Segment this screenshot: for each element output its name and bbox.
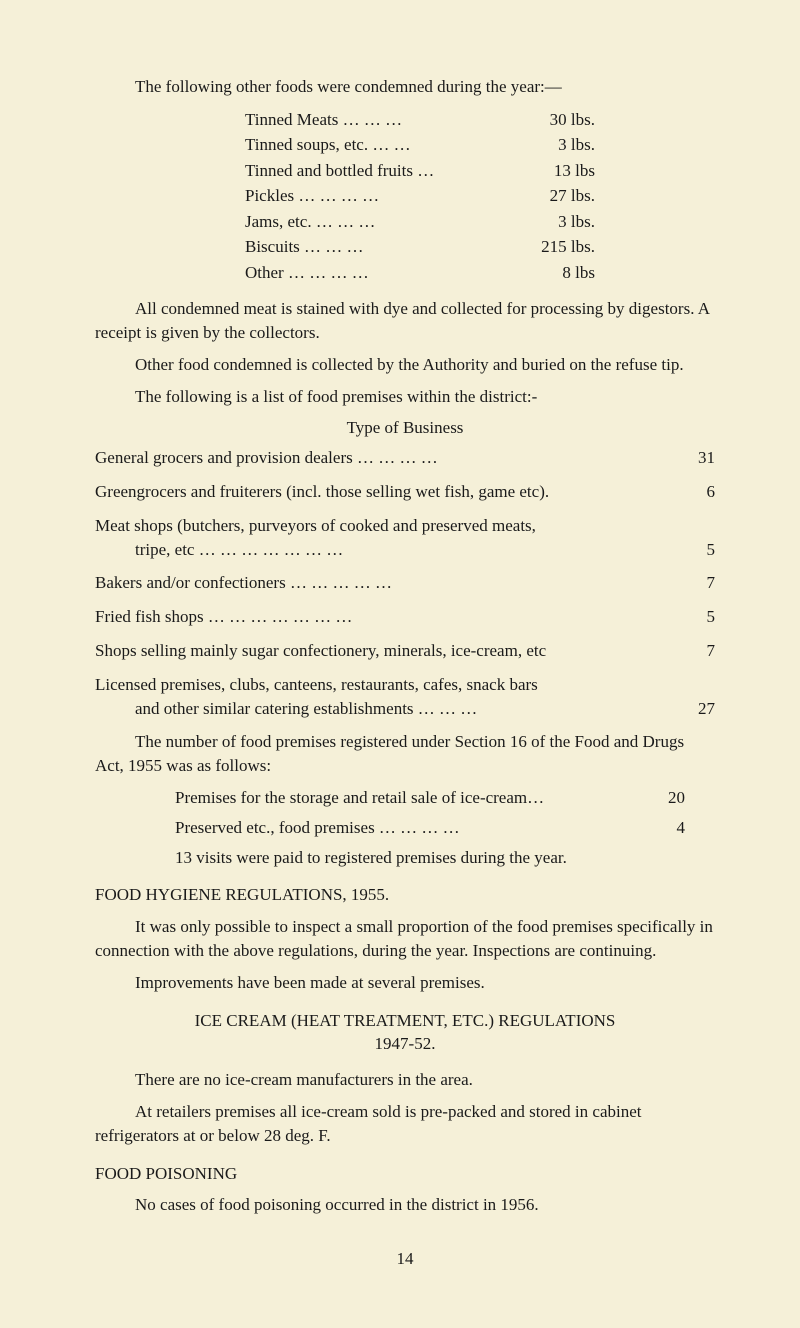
food-row: Tinned Meats … … … 30 lbs. [245, 107, 715, 133]
business-label: Meat shops (butchers, purveyors of cooke… [95, 514, 675, 538]
business-label: Fried fish shops … … … … … … … [95, 605, 675, 629]
business-label: Licensed premises, clubs, canteens, rest… [95, 673, 675, 697]
food-name: Jams, etc. … … … [245, 209, 495, 235]
business-count: 5 [675, 605, 715, 629]
premises-count: 20 [645, 786, 685, 810]
business-row: Fried fish shops … … … … … … … 5 [95, 605, 715, 629]
food-name: Tinned Meats … … … [245, 107, 495, 133]
business-label: tripe, etc … … … … … … … [95, 538, 675, 562]
paragraph: Improvements have been made at several p… [95, 971, 715, 995]
business-list: General grocers and provision dealers … … [95, 446, 715, 720]
food-row: Biscuits … … … 215 lbs. [245, 234, 715, 260]
food-list: Tinned Meats … … … 30 lbs. Tinned soups,… [245, 107, 715, 286]
ice-cream-heading-line1: ICE CREAM (HEAT TREATMENT, ETC.) REGULAT… [95, 1009, 715, 1033]
ice-cream-heading-line2: 1947-52. [95, 1032, 715, 1056]
food-name: Other … … … … [245, 260, 495, 286]
food-row: Tinned and bottled fruits … 13 lbs [245, 158, 715, 184]
business-count: 7 [675, 639, 715, 663]
business-label: and other similar catering establishment… [95, 697, 675, 721]
business-row: General grocers and provision dealers … … [95, 446, 715, 470]
food-weight: 13 lbs [495, 158, 595, 184]
paragraph: There are no ice-cream manufacturers in … [95, 1068, 715, 1092]
business-row: Shops selling mainly sugar confectionery… [95, 639, 715, 663]
page-number: 14 [95, 1247, 715, 1271]
food-row: Jams, etc. … … … 3 lbs. [245, 209, 715, 235]
food-weight: 3 lbs. [495, 209, 595, 235]
business-count [675, 514, 715, 538]
food-name: Biscuits … … … [245, 234, 495, 260]
business-row: Greengrocers and fruiterers (incl. those… [95, 480, 715, 504]
business-label: Bakers and/or confectioners … … … … … [95, 571, 675, 595]
business-label: Greengrocers and fruiterers (incl. those… [95, 480, 675, 504]
premises-count: 4 [645, 816, 685, 840]
business-count: 27 [675, 697, 715, 721]
paragraph: No cases of food poisoning occurred in t… [95, 1193, 715, 1217]
paragraph: The following is a list of food premises… [95, 385, 715, 409]
food-weight: 8 lbs [495, 260, 595, 286]
premises-row: Premises for the storage and retail sale… [175, 786, 715, 810]
business-row: Bakers and/or confectioners … … … … … 7 [95, 571, 715, 595]
food-row: Pickles … … … … 27 lbs. [245, 183, 715, 209]
paragraph: It was only possible to inspect a small … [95, 915, 715, 963]
business-label: Shops selling mainly sugar confectionery… [95, 639, 675, 663]
ice-cream-heading: ICE CREAM (HEAT TREATMENT, ETC.) REGULAT… [95, 1009, 715, 1057]
paragraph: Other food condemned is collected by the… [95, 353, 715, 377]
business-count: 6 [675, 480, 715, 504]
business-row: Licensed premises, clubs, canteens, rest… [95, 673, 715, 697]
visits-line: 13 visits were paid to registered premis… [175, 846, 715, 870]
premises-label: Premises for the storage and retail sale… [175, 786, 645, 810]
food-weight: 30 lbs. [495, 107, 595, 133]
premises-label: Preserved etc., food premises … … … … [175, 816, 645, 840]
food-name: Pickles … … … … [245, 183, 495, 209]
food-row: Other … … … … 8 lbs [245, 260, 715, 286]
paragraph: The number of food premises registered u… [95, 730, 715, 778]
business-count [675, 673, 715, 697]
food-name: Tinned soups, etc. … … [245, 132, 495, 158]
business-heading: Type of Business [95, 416, 715, 440]
business-count: 5 [675, 538, 715, 562]
business-label: General grocers and provision dealers … … [95, 446, 675, 470]
business-count: 7 [675, 571, 715, 595]
poisoning-heading: FOOD POISONING [95, 1162, 715, 1186]
business-count: 31 [675, 446, 715, 470]
food-name: Tinned and bottled fruits … [245, 158, 495, 184]
business-row: Meat shops (butchers, purveyors of cooke… [95, 514, 715, 538]
premises-row: Preserved etc., food premises … … … … 4 [175, 816, 715, 840]
hygiene-heading: FOOD HYGIENE REGULATIONS, 1955. [95, 883, 715, 907]
paragraph: At retailers premises all ice-cream sold… [95, 1100, 715, 1148]
food-row: Tinned soups, etc. … … 3 lbs. [245, 132, 715, 158]
paragraph: All condemned meat is stained with dye a… [95, 297, 715, 345]
business-row: and other similar catering establishment… [95, 697, 715, 721]
food-weight: 3 lbs. [495, 132, 595, 158]
food-weight: 27 lbs. [495, 183, 595, 209]
intro-paragraph: The following other foods were condemned… [95, 75, 715, 99]
business-row: tripe, etc … … … … … … … 5 [95, 538, 715, 562]
food-weight: 215 lbs. [495, 234, 595, 260]
